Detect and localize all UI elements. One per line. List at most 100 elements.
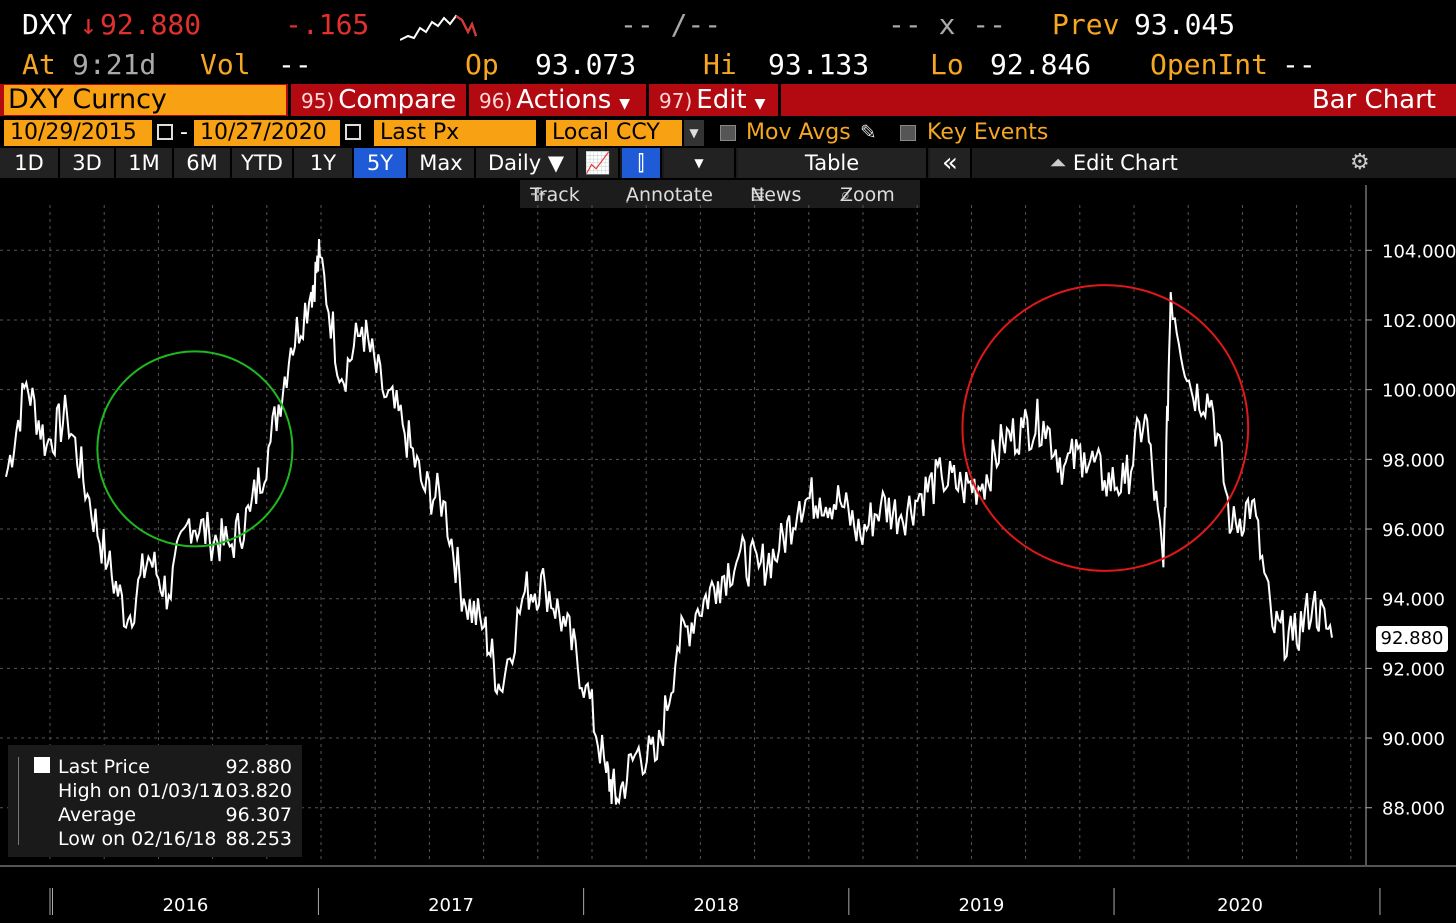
date-range-bar: 10/29/2015 - 10/27/2020 Last Px Local CC… [0, 118, 1456, 148]
y-tick-label: 104.000 [1382, 241, 1456, 262]
legend-avg-label: Average [58, 804, 137, 826]
key-events-checkbox[interactable] [900, 125, 916, 141]
last-price: 92.880 [100, 8, 202, 41]
open-label: Op [465, 48, 499, 81]
tab-5y[interactable]: 5Y [354, 148, 408, 178]
tab-3d[interactable]: 3D [60, 148, 116, 178]
vol-label: Vol [200, 48, 251, 81]
end-date-field[interactable]: 10/27/2020 [194, 120, 340, 146]
line-chart-icon[interactable]: 📈 [578, 148, 620, 178]
x-tick-label: 2020 [1217, 895, 1263, 916]
legend-avg-value: 96.307 [225, 804, 292, 826]
chevron-down-icon[interactable]: ▼ [664, 148, 736, 178]
high-label: Hi [703, 48, 737, 81]
table-button[interactable]: Table [738, 148, 928, 178]
chevron-down-icon[interactable]: ▼ [684, 120, 704, 146]
y-tick-label: 92.000 [1382, 659, 1445, 680]
pencil-icon[interactable]: ✎ [860, 120, 877, 144]
x-tick-label: 2019 [959, 895, 1005, 916]
compare-label: Compare [338, 85, 457, 115]
gear-icon[interactable]: ⚙ [1350, 150, 1370, 175]
chart-type-label: Bar Chart [1311, 85, 1436, 115]
edit-chart-label: Edit Chart [1072, 151, 1178, 175]
x-axis: 2016 2017 2018 2019 2020 [49, 888, 1381, 916]
dropdown-caret-icon: ▼ [754, 96, 766, 112]
y-tick-label: 102.000 [1382, 311, 1456, 332]
legend-last-value: 92.880 [225, 756, 292, 778]
tab-6m[interactable]: 6M [174, 148, 232, 178]
y-tick-label: 90.000 [1382, 729, 1445, 750]
low-label: Lo [930, 48, 964, 81]
track-label: Track [530, 184, 580, 206]
collapse-icon[interactable]: « [930, 148, 972, 178]
y-axis: 88.000 90.000 92.000 94.000 96.000 98.000 100.… [1382, 241, 1456, 819]
at-label: At [22, 48, 56, 81]
price-change: -.165 [285, 8, 370, 41]
chart-toolbar: ✛ Track ∕ Annotate ≣ News ⌕ Zoom [520, 180, 920, 208]
open-interest-value: -- [1282, 48, 1316, 81]
x-tick-label: 2018 [693, 895, 739, 916]
mov-avgs-checkbox[interactable] [720, 125, 736, 141]
start-date-field[interactable]: 10/29/2015 [4, 120, 152, 146]
calendar-icon[interactable] [345, 124, 361, 140]
quote-time: 9:21d [72, 48, 157, 81]
calendar-icon[interactable] [157, 124, 173, 140]
edit-menu[interactable]: 97) Edit ▼ [646, 84, 778, 116]
sparkline-icon [399, 12, 480, 51]
bid-ask: -- /-- [620, 8, 722, 41]
legend-high-row: High on 01/03/17 103.820 [58, 779, 298, 803]
tab-1d[interactable]: 1D [0, 148, 60, 178]
actions-label: Actions [516, 85, 612, 115]
legend-tree-lines [18, 757, 30, 845]
news-icon: ≣ [750, 184, 766, 206]
actions-menu[interactable]: 96) Actions ▼ [466, 84, 644, 116]
zoom-label: Zoom [840, 184, 895, 206]
range-dash: - [180, 120, 188, 145]
divider [778, 84, 781, 116]
compare-button[interactable]: 95) Compare [288, 84, 460, 116]
legend-high-label: High on 01/03/17 [58, 780, 223, 802]
x-tick-label: 2016 [163, 895, 209, 916]
y-tick-label: 98.000 [1382, 450, 1445, 471]
y-tick-label: 100.000 [1382, 381, 1456, 402]
legend-low-value: 88.253 [225, 828, 292, 850]
dropdown-caret-icon: ▼ [619, 96, 631, 112]
tab-ytd[interactable]: YTD [232, 148, 294, 178]
edit-num: 97) [659, 89, 693, 113]
prev-value: 93.045 [1134, 8, 1236, 41]
annotate-icon: ∕ [626, 184, 633, 206]
field-select[interactable]: Last Px [374, 120, 536, 146]
mov-avgs-label: Mov Avgs [746, 120, 851, 145]
actions-num: 96) [479, 89, 513, 113]
x-tick-label: 2017 [428, 895, 474, 916]
zoom-icon: ⌕ [840, 184, 851, 206]
tab-1m[interactable]: 1M [116, 148, 174, 178]
legend-low-label: Low on 02/16/18 [58, 828, 217, 850]
edit-label: Edit [696, 85, 747, 115]
chart-icon: ⏶ [1050, 151, 1067, 175]
high-value: 93.133 [768, 48, 870, 81]
vol-value: -- [278, 48, 312, 81]
legend-last-row: Last Price 92.880 [58, 755, 298, 779]
legend-avg-row: Average 96.307 [58, 803, 298, 827]
tab-max[interactable]: Max [408, 148, 476, 178]
security-input[interactable]: DXY Curncy [4, 85, 286, 115]
green-annotation-circle [96, 350, 294, 548]
currency-select[interactable]: Local CCY [546, 120, 682, 146]
legend-swatch [34, 757, 50, 773]
frequency-select[interactable]: Daily ▼ [476, 148, 578, 178]
crosshair-icon: ✛ [530, 184, 546, 206]
y-tick-label: 94.000 [1382, 590, 1445, 611]
y-tick-label: 96.000 [1382, 520, 1445, 541]
compare-num: 95) [301, 89, 335, 113]
prev-label: Prev [1052, 8, 1120, 41]
tab-1y[interactable]: 1Y [294, 148, 354, 178]
low-value: 92.846 [990, 48, 1092, 81]
bar-chart-icon[interactable]: ⫿ [622, 148, 662, 178]
down-arrow-icon: ↓ [80, 8, 97, 41]
open-value: 93.073 [535, 48, 637, 81]
edit-chart-button[interactable]: ⏶ Edit Chart [1050, 148, 1178, 178]
quote-stats: At 9:21d Vol -- Op 93.073 Hi 93.133 Lo 9… [0, 48, 1456, 84]
legend-last-label: Last Price [58, 756, 150, 778]
legend-high-value: 103.820 [213, 780, 292, 802]
